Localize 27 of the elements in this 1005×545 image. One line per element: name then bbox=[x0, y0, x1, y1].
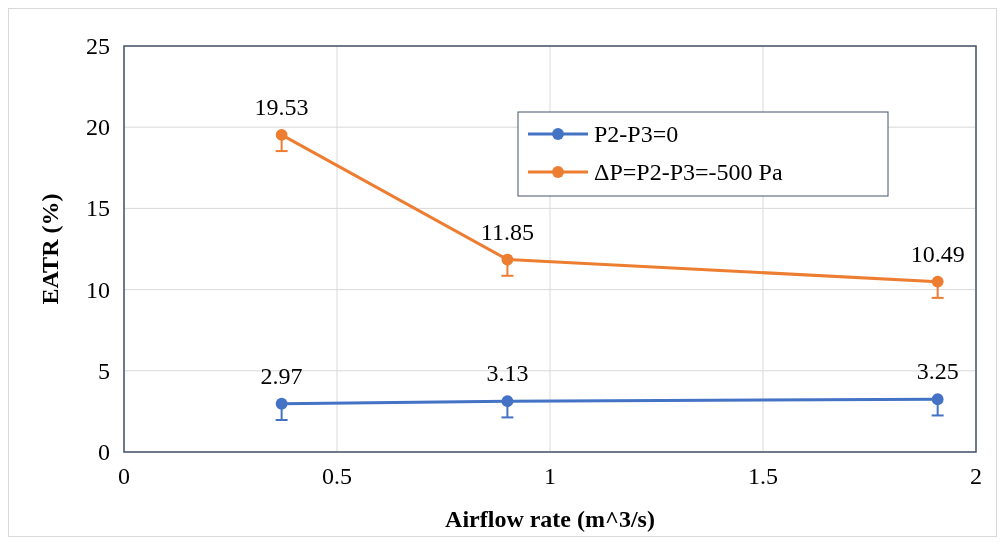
y-tick-label: 25 bbox=[86, 33, 110, 59]
legend-label: ΔP=P2-P3=-500 Pa bbox=[594, 159, 783, 185]
x-tick-label: 0.5 bbox=[322, 463, 352, 489]
point bbox=[501, 395, 514, 408]
point bbox=[501, 253, 514, 266]
data-label: 10.49 bbox=[910, 240, 965, 267]
x-tick-label: 1 bbox=[544, 463, 556, 489]
point bbox=[931, 275, 944, 288]
x-tick-label: 1.5 bbox=[748, 463, 778, 489]
y-tick-label: 0 bbox=[98, 439, 110, 465]
data-label: 19.53 bbox=[254, 93, 309, 120]
data-label: 3.25 bbox=[916, 358, 959, 385]
data-label: 3.13 bbox=[486, 360, 529, 387]
point bbox=[931, 393, 944, 406]
y-tick-label: 20 bbox=[86, 114, 110, 141]
y-tick-label: 10 bbox=[86, 276, 110, 303]
x-tick-label: 2 bbox=[970, 463, 982, 489]
y-axis-title: EATR (%) bbox=[37, 193, 63, 305]
y-tick-label: 5 bbox=[98, 357, 110, 384]
y-tick-label: 15 bbox=[86, 195, 110, 222]
x-axis-title: Airflow rate (m^3/s) bbox=[445, 506, 655, 532]
point bbox=[275, 397, 288, 410]
data-label: 11.85 bbox=[480, 218, 534, 245]
data-label: 2.97 bbox=[260, 362, 303, 389]
legend-label: P2-P3=0 bbox=[594, 121, 679, 147]
x-tick-label: 0 bbox=[118, 463, 130, 489]
point bbox=[275, 128, 288, 141]
